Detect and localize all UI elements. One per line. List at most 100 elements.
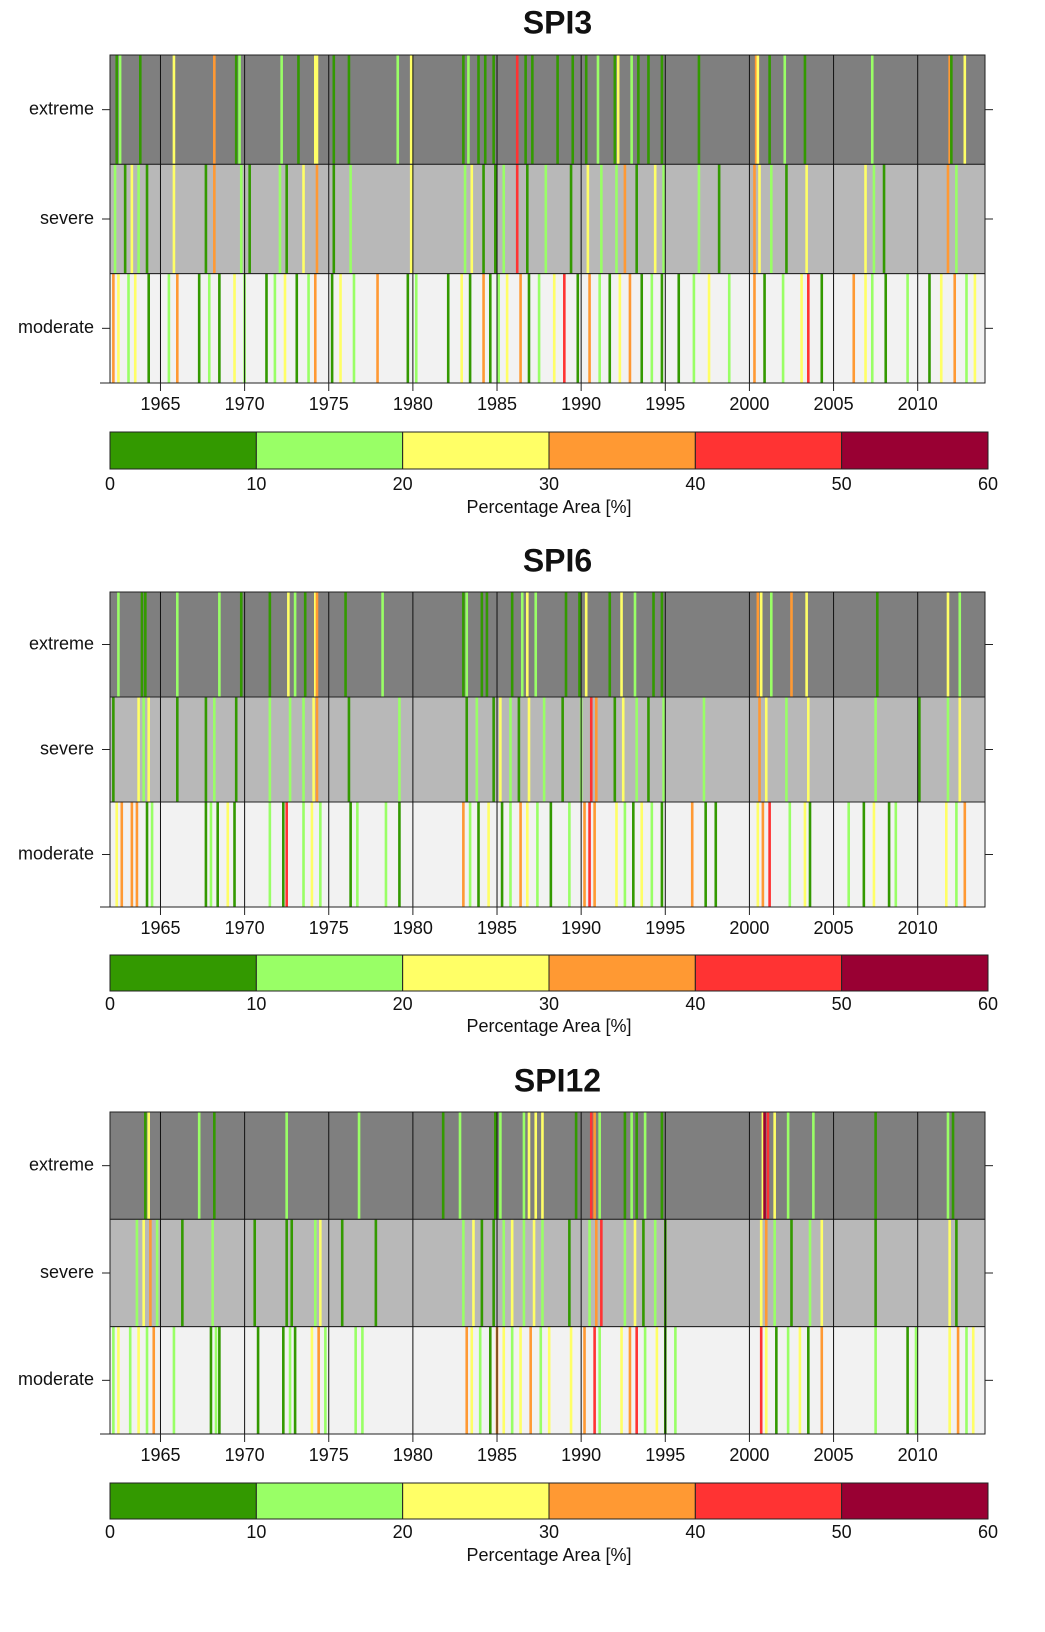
drought-stripe [127, 273, 130, 383]
drought-stripe [167, 273, 171, 383]
drought-stripe [660, 55, 664, 165]
drought-stripe [510, 1326, 514, 1434]
colorbar-tick-label: 40 [685, 994, 705, 1014]
drought-stripe [820, 1219, 824, 1327]
drought-stripe [238, 55, 241, 165]
drought-stripe [569, 164, 573, 274]
drought-stripe [534, 592, 538, 697]
drought-stripe [773, 1219, 776, 1327]
x-tick-label: 2005 [814, 394, 854, 414]
drought-stripe [596, 55, 600, 165]
drought-stripe [492, 697, 495, 802]
drought-stripe [674, 1326, 677, 1434]
drought-stripe [398, 697, 401, 802]
drought-stripe [515, 55, 519, 165]
drought-stripe [876, 592, 879, 697]
drought-stripe [218, 592, 221, 697]
drought-stripe [468, 802, 472, 907]
drought-stripe [820, 273, 824, 383]
drought-stripe [763, 273, 766, 383]
drought-stripe [302, 697, 305, 802]
colorbar-tick-label: 50 [832, 1522, 852, 1542]
row-label: severe [40, 738, 94, 758]
colorbar-tick-label: 60 [978, 1522, 998, 1542]
row-label: extreme [29, 1154, 94, 1174]
drought-stripe [414, 273, 418, 383]
drought-stripe [623, 802, 627, 907]
drought-stripe [862, 802, 866, 907]
drought-stripe [951, 1112, 955, 1220]
drought-stripe [593, 802, 596, 907]
drought-stripe [697, 55, 701, 165]
x-tick-label: 1965 [140, 918, 180, 938]
colorbar-bin [109, 954, 257, 992]
drought-stripe [113, 164, 117, 274]
drought-stripe [635, 1326, 638, 1434]
drought-stripe [803, 55, 807, 165]
chart-title: SPI3 [523, 4, 592, 40]
drought-stripe [526, 592, 529, 697]
chart-title: SPI12 [514, 1062, 601, 1098]
drought-stripe [145, 164, 149, 274]
chart: SPI6 extreme severe moderate 1965 1970 1975 198… [18, 542, 998, 1035]
drought-stripe [759, 1219, 763, 1327]
drought-stripe [478, 1326, 482, 1434]
colorbar-label: Percentage Area [%] [466, 497, 631, 517]
drought-stripe [561, 697, 564, 802]
drought-stripe [623, 164, 627, 274]
drought-stripe [470, 1326, 474, 1434]
drought-stripe [955, 164, 958, 274]
drought-stripe [268, 802, 272, 907]
x-tick-label: 2010 [898, 394, 938, 414]
drought-stripe [754, 55, 758, 165]
drought-stripe [150, 802, 154, 907]
drought-stripe [332, 55, 336, 165]
drought-stripe [537, 273, 541, 383]
drought-stripe [494, 164, 497, 274]
x-tick-label: 1980 [393, 918, 433, 938]
drought-stripe [515, 164, 519, 274]
drought-stripe [288, 1326, 292, 1434]
drought-stripe [352, 273, 356, 383]
drought-stripe [526, 802, 529, 907]
drought-stripe [874, 1326, 877, 1434]
drought-stripe [882, 164, 886, 274]
drought-stripe [145, 802, 149, 907]
drought-stripe [764, 1219, 768, 1327]
drought-stripe [564, 592, 568, 697]
drought-stripe [497, 273, 501, 383]
x-tick-label: 1970 [225, 1445, 265, 1465]
drought-stripe [118, 55, 122, 165]
drought-stripe [204, 697, 208, 802]
drought-stripe [502, 1219, 506, 1327]
drought-stripe [615, 164, 618, 274]
colorbar-bin [255, 954, 404, 992]
drought-stripe [303, 592, 307, 697]
drought-stripe [172, 164, 176, 274]
drought-stripe [662, 164, 665, 274]
x-tick-label: 1990 [561, 1445, 601, 1465]
drought-stripe [653, 164, 657, 274]
drought-stripe [870, 55, 874, 165]
drought-stripe [268, 592, 272, 697]
drought-stripe [786, 1326, 790, 1434]
colorbar-bin [548, 1482, 696, 1520]
drought-stripe [354, 1326, 357, 1434]
drought-stripe [640, 273, 644, 383]
drought-stripe [510, 1219, 514, 1327]
drought-stripe [769, 592, 773, 697]
drought-stripe [253, 1219, 257, 1327]
drought-stripe [285, 802, 288, 907]
colorbar-bin [841, 431, 989, 470]
drought-stripe [635, 697, 638, 802]
x-tick-label: 2000 [729, 1445, 769, 1465]
drought-stripe [144, 1112, 147, 1220]
drought-stripe [147, 1112, 151, 1220]
drought-stripe [467, 55, 470, 165]
drought-stripe [282, 1326, 285, 1434]
x-tick-label: 1975 [309, 918, 349, 938]
drought-stripe [527, 273, 531, 383]
drought-stripe [628, 1326, 632, 1434]
drought-stripe [544, 164, 548, 274]
drought-stripe [556, 55, 559, 165]
